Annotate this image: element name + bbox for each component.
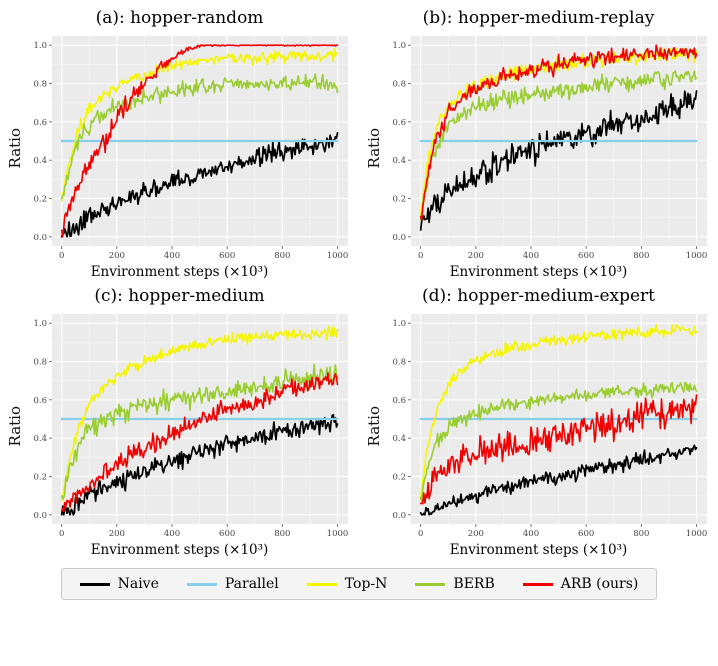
svg-text:0.4: 0.4 — [392, 156, 406, 166]
svg-text:0.2: 0.2 — [33, 472, 47, 482]
svg-text:0.6: 0.6 — [392, 396, 406, 406]
x-axis-label-c: Environment steps (×10³) — [90, 542, 269, 558]
x-axis-label-a: Environment steps (×10³) — [90, 264, 269, 280]
y-axis-label-c: Ratio — [5, 405, 24, 447]
svg-text:400: 400 — [163, 529, 179, 539]
plot-title-d: (d): hopper-medium-expert — [421, 286, 656, 306]
svg-text:800: 800 — [633, 251, 649, 261]
svg-text:0.2: 0.2 — [392, 194, 406, 204]
svg-text:0: 0 — [58, 529, 63, 539]
x-axis-label-b: Environment steps (×10³) — [449, 264, 628, 280]
svg-text:200: 200 — [108, 251, 124, 261]
svg-text:1.0: 1.0 — [392, 319, 406, 329]
svg-text:0.2: 0.2 — [392, 472, 406, 482]
svg-text:0.8: 0.8 — [33, 358, 47, 368]
legend-label-berb: BERB — [453, 576, 495, 592]
svg-text:200: 200 — [467, 529, 483, 539]
y-axis-label-a: Ratio — [5, 127, 24, 169]
svg-text:400: 400 — [522, 529, 538, 539]
legend-line-naive — [79, 582, 110, 586]
legend-line-berb — [415, 582, 446, 586]
svg-text:800: 800 — [274, 251, 290, 261]
plot-canvas-a: 0 200 400 600 800 1000 0.0 0.2 0.4 0.6 0.8 1.0 — [33, 36, 348, 261]
legend-item-berb: BERB — [415, 576, 495, 592]
legend-label-naive: Naive — [117, 576, 159, 592]
legend: Naive Parallel Top-N BERB ARB (ours) — [60, 568, 658, 600]
svg-text:200: 200 — [467, 251, 483, 261]
svg-text:0.8: 0.8 — [392, 80, 406, 90]
subplot-d: (d): hopper-medium-expert Ratio 0 200 400 6… — [359, 284, 718, 558]
legend-line-topn — [306, 582, 337, 586]
plot-title-c: (c): hopper-medium — [94, 286, 265, 306]
svg-text:1.0: 1.0 — [392, 41, 406, 51]
svg-text:0.8: 0.8 — [33, 80, 47, 90]
subplot-grid: (a): hopper-random Ratio 0 200 400 600 800 10… — [0, 6, 718, 558]
svg-text:0: 0 — [58, 251, 63, 261]
subplot-a: (a): hopper-random Ratio 0 200 400 600 800 10… — [0, 6, 359, 280]
svg-text:0.0: 0.0 — [392, 511, 406, 521]
svg-text:0.4: 0.4 — [33, 434, 47, 444]
svg-text:0.0: 0.0 — [33, 511, 47, 521]
svg-text:0.0: 0.0 — [33, 233, 47, 243]
svg-text:600: 600 — [219, 529, 235, 539]
svg-text:0: 0 — [417, 529, 422, 539]
svg-text:1000: 1000 — [685, 251, 707, 261]
svg-text:0.2: 0.2 — [33, 194, 47, 204]
y-axis-label-b: Ratio — [364, 127, 383, 169]
legend-line-arb — [522, 582, 553, 586]
svg-text:400: 400 — [522, 251, 538, 261]
svg-text:0.4: 0.4 — [392, 434, 406, 444]
plot-canvas-c: 0 200 400 600 800 1000 0.0 0.2 0.4 0.6 0.8 1.0 — [33, 314, 348, 539]
svg-text:600: 600 — [578, 529, 594, 539]
legend-item-topn: Top-N — [306, 576, 388, 592]
legend-label-parallel: Parallel — [224, 576, 279, 592]
svg-text:1.0: 1.0 — [33, 41, 47, 51]
svg-text:600: 600 — [219, 251, 235, 261]
plot-title-a: (a): hopper-random — [95, 8, 264, 28]
legend-line-parallel — [186, 582, 217, 586]
svg-text:0.4: 0.4 — [33, 156, 47, 166]
svg-text:800: 800 — [633, 529, 649, 539]
x-axis-label-d: Environment steps (×10³) — [449, 542, 628, 558]
plot-title-b: (b): hopper-medium-replay — [422, 8, 655, 28]
legend-label-topn: Top-N — [344, 576, 388, 592]
svg-text:800: 800 — [274, 529, 290, 539]
svg-text:600: 600 — [578, 251, 594, 261]
svg-text:1.0: 1.0 — [33, 319, 47, 329]
svg-text:0.6: 0.6 — [33, 396, 47, 406]
figure-page: (a): hopper-random Ratio 0 200 400 600 800 10… — [0, 6, 718, 600]
y-axis-label-d: Ratio — [364, 405, 383, 447]
svg-text:400: 400 — [163, 251, 179, 261]
legend-item-naive: Naive — [79, 576, 159, 592]
svg-text:0.6: 0.6 — [33, 118, 47, 128]
svg-text:1000: 1000 — [685, 529, 707, 539]
legend-label-arb: ARB (ours) — [560, 576, 639, 592]
svg-text:0.0: 0.0 — [392, 233, 406, 243]
svg-text:0.6: 0.6 — [392, 118, 406, 128]
plot-canvas-b: 0 200 400 600 800 1000 0.0 0.2 0.4 0.6 0.8 1.0 — [392, 36, 707, 261]
legend-item-arb: ARB (ours) — [522, 576, 639, 592]
svg-text:1000: 1000 — [326, 251, 348, 261]
svg-text:1000: 1000 — [326, 529, 348, 539]
subplot-c: (c): hopper-medium Ratio 0 200 400 600 800 10… — [0, 284, 359, 558]
svg-text:0: 0 — [417, 251, 422, 261]
subplot-b: (b): hopper-medium-replay Ratio 0 200 400 6… — [359, 6, 718, 280]
svg-text:200: 200 — [108, 529, 124, 539]
svg-text:0.8: 0.8 — [392, 358, 406, 368]
plot-canvas-d: 0 200 400 600 800 1000 0.0 0.2 0.4 0.6 0.8 1.0 — [392, 314, 707, 539]
legend-item-parallel: Parallel — [186, 576, 279, 592]
